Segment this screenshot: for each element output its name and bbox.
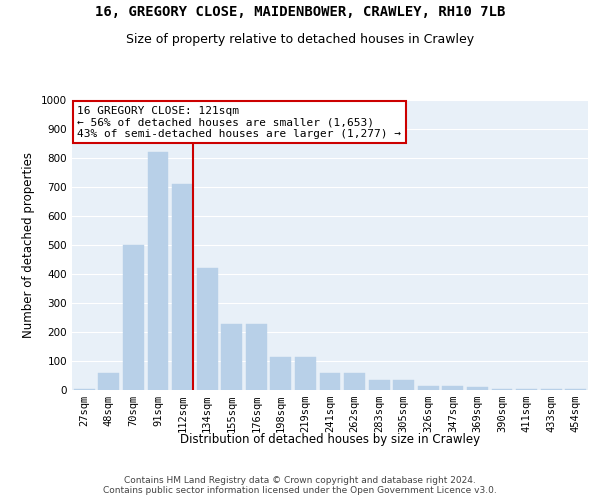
Bar (295, 356, 316, 390)
Text: 16 GREGORY CLOSE: 121sqm
← 56% of detached houses are smaller (1,653)
43% of sem: 16 GREGORY CLOSE: 121sqm ← 56% of detach… (77, 106, 401, 139)
Bar (541, 388, 562, 390)
Bar (368, 380, 389, 390)
Bar (442, 386, 463, 390)
Bar (123, 245, 144, 390)
Bar (172, 184, 193, 390)
Bar (271, 356, 292, 390)
Bar (320, 373, 340, 390)
Bar (516, 388, 537, 390)
Bar (344, 373, 365, 390)
Bar (197, 268, 218, 390)
Text: Size of property relative to detached houses in Crawley: Size of property relative to detached ho… (126, 32, 474, 46)
Bar (565, 388, 586, 390)
Bar (418, 386, 439, 390)
Bar (98, 372, 119, 390)
Bar (221, 324, 242, 390)
Bar (246, 324, 267, 390)
Y-axis label: Number of detached properties: Number of detached properties (22, 152, 35, 338)
Bar (74, 388, 95, 390)
Text: 16, GREGORY CLOSE, MAIDENBOWER, CRAWLEY, RH10 7LB: 16, GREGORY CLOSE, MAIDENBOWER, CRAWLEY,… (95, 5, 505, 19)
Bar (393, 380, 414, 390)
Text: Contains HM Land Registry data © Crown copyright and database right 2024.
Contai: Contains HM Land Registry data © Crown c… (103, 476, 497, 495)
Text: Distribution of detached houses by size in Crawley: Distribution of detached houses by size … (180, 432, 480, 446)
Bar (491, 388, 512, 390)
Bar (467, 387, 488, 390)
Bar (148, 152, 169, 390)
